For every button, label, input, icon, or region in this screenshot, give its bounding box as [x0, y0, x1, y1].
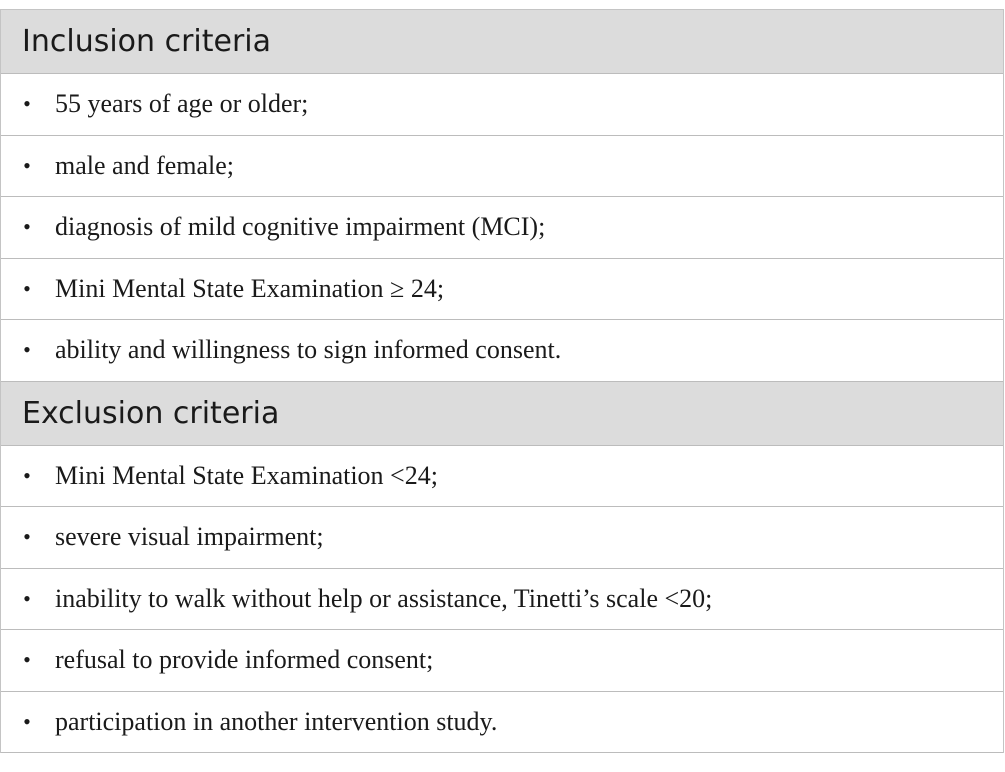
exclusion-item-text: severe visual impairment; [55, 522, 324, 552]
inclusion-item-text: male and female; [55, 150, 235, 180]
exclusion-item: • Mini Mental State Examination <24; [1, 445, 1003, 507]
inclusion-item: • 55 years of age or older; [1, 74, 1003, 136]
exclusion-item: • refusal to provide informed consent; [1, 630, 1003, 692]
exclusion-item: • severe visual impairment; [1, 507, 1003, 569]
inclusion-item-text: diagnosis of mild cognitive impairment (… [55, 212, 546, 242]
inclusion-item: • diagnosis of mild cognitive impairment… [1, 197, 1003, 259]
exclusion-item-text: refusal to provide informed consent; [55, 645, 434, 675]
inclusion-item: • Mini Mental State Examination ≥ 24; [1, 258, 1003, 320]
exclusion-item-text: inability to walk without help or assist… [55, 583, 713, 613]
bullet-icon: • [23, 708, 31, 734]
bullet-icon: • [23, 337, 31, 363]
bullet-icon: • [23, 275, 31, 301]
bullet-icon: • [23, 462, 31, 488]
exclusion-item-text: Mini Mental State Examination <24; [55, 460, 438, 490]
inclusion-item-text: ability and willingness to sign informed… [55, 335, 562, 365]
bullet-icon: • [23, 524, 31, 550]
bullet-icon: • [23, 91, 31, 117]
inclusion-item: • ability and willingness to sign inform… [1, 320, 1003, 382]
bullet-icon: • [23, 214, 31, 240]
exclusion-item: • participation in another intervention … [1, 691, 1003, 753]
bullet-icon: • [23, 152, 31, 178]
inclusion-item-text: Mini Mental State Examination ≥ 24; [55, 273, 445, 303]
bullet-icon: • [23, 585, 31, 611]
inclusion-item-text: 55 years of age or older; [55, 89, 309, 119]
exclusion-item-text: participation in another intervention st… [55, 706, 498, 736]
inclusion-item: • male and female; [1, 135, 1003, 197]
exclusion-item: • inability to walk without help or assi… [1, 568, 1003, 630]
inclusion-criteria-header: Inclusion criteria [1, 10, 1003, 74]
criteria-table: Inclusion criteria • 55 years of age or … [0, 9, 1004, 753]
exclusion-criteria-header: Exclusion criteria [1, 381, 1003, 446]
bullet-icon: • [23, 647, 31, 673]
